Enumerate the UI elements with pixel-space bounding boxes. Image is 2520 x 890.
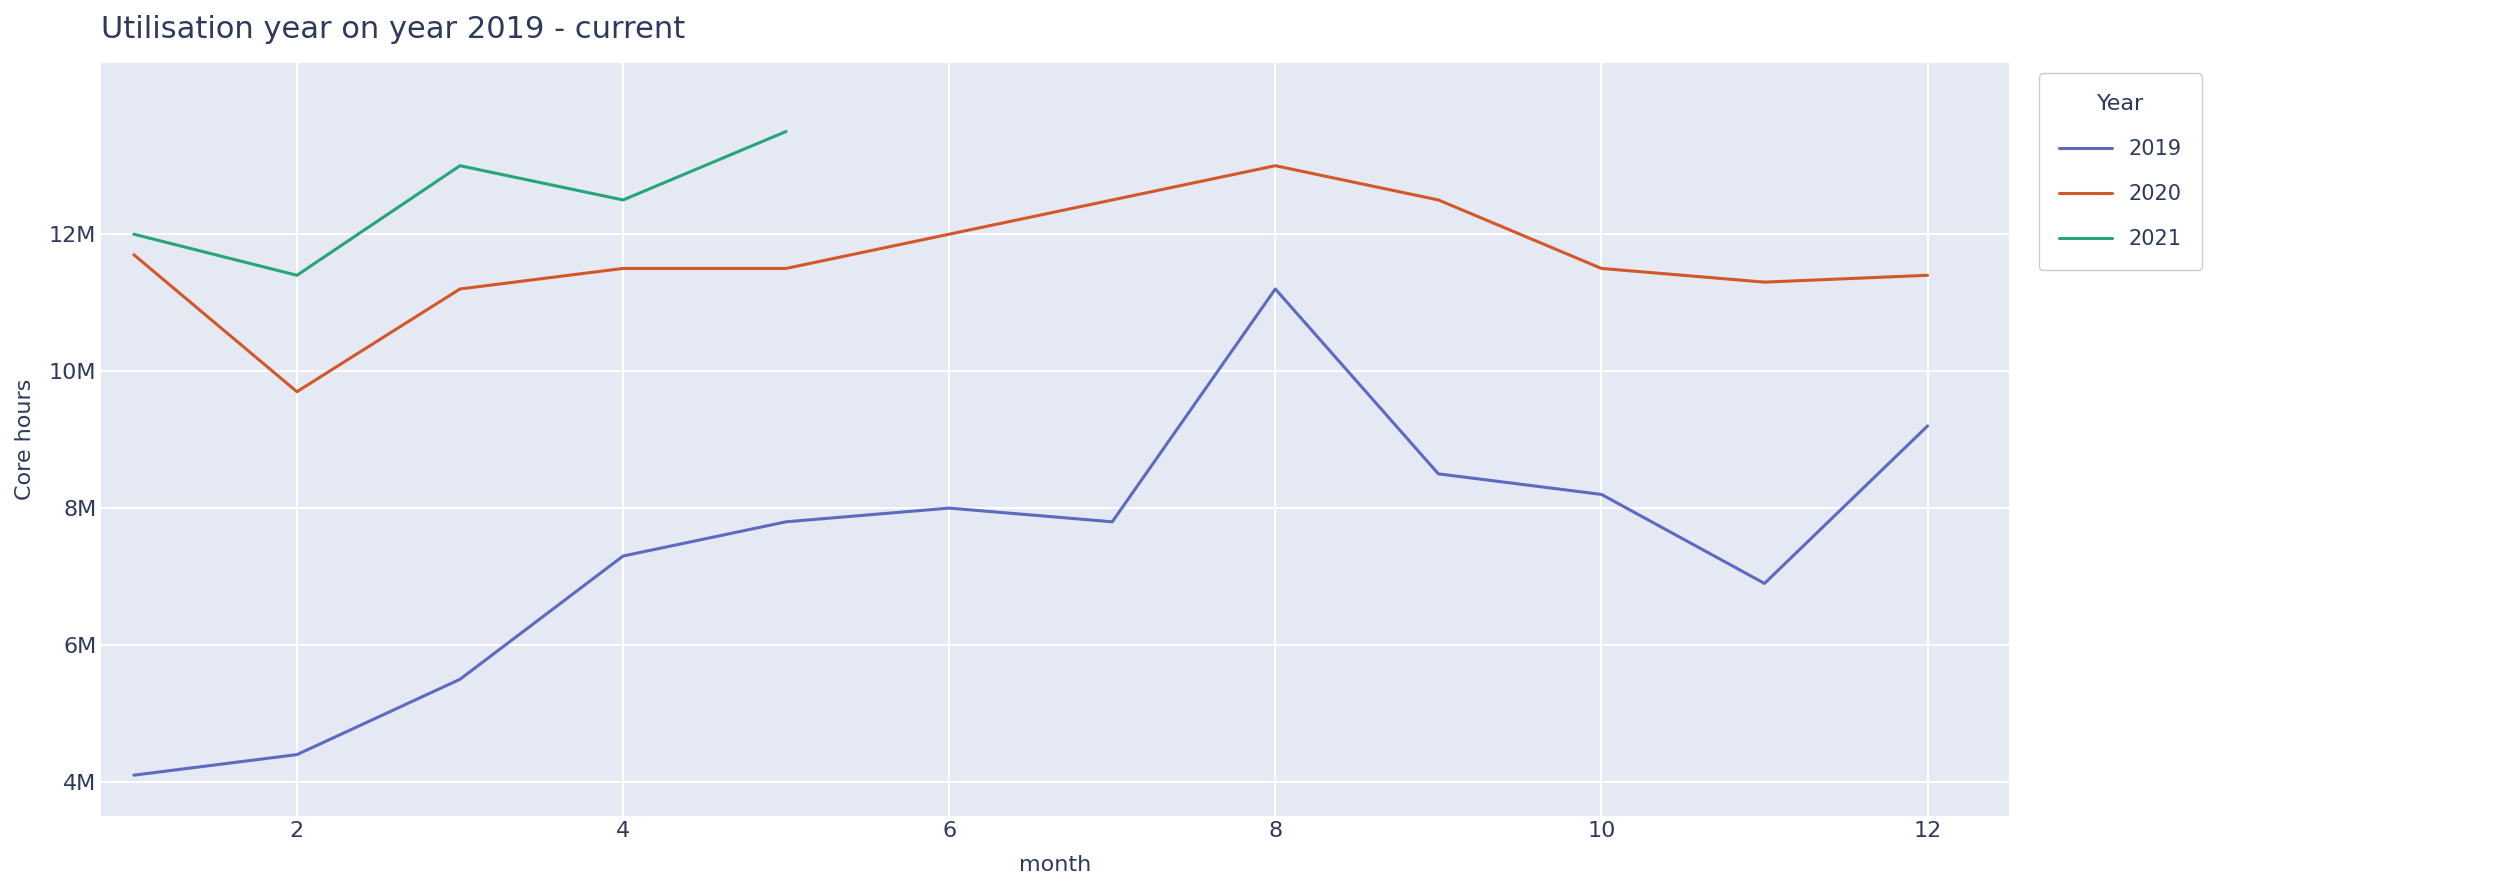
2019: [935, 503, 965, 514]
2019: [1424, 468, 1454, 479]
2021: [446, 160, 476, 171]
2020: [282, 386, 312, 397]
2020: [1585, 263, 1615, 274]
2020: [1096, 195, 1126, 206]
2021: [118, 229, 149, 239]
2019: [1585, 490, 1615, 500]
2019: [771, 516, 801, 527]
2020: [607, 263, 638, 274]
2020: [1749, 277, 1779, 287]
2019: [1260, 284, 1290, 295]
2020: [935, 229, 965, 239]
2020: [1424, 195, 1454, 206]
2021: [771, 126, 801, 137]
2020: [771, 263, 801, 274]
2020: [1260, 160, 1290, 171]
2021: [282, 270, 312, 280]
Line: 2019: 2019: [134, 289, 1928, 775]
Text: Utilisation year on year 2019 - current: Utilisation year on year 2019 - current: [101, 15, 685, 44]
2019: [1913, 421, 1943, 432]
2019: [118, 770, 149, 781]
Y-axis label: Core hours: Core hours: [15, 379, 35, 500]
2020: [1913, 270, 1943, 280]
2019: [446, 674, 476, 684]
Line: 2021: 2021: [134, 132, 786, 275]
X-axis label: month: month: [1018, 855, 1091, 875]
2020: [446, 284, 476, 295]
2019: [607, 551, 638, 562]
2020: [118, 249, 149, 260]
Line: 2020: 2020: [134, 166, 1928, 392]
2021: [607, 195, 638, 206]
2019: [282, 749, 312, 760]
2019: [1749, 578, 1779, 589]
Legend: 2019, 2020, 2021: 2019, 2020, 2021: [2039, 73, 2202, 270]
2019: [1096, 516, 1126, 527]
